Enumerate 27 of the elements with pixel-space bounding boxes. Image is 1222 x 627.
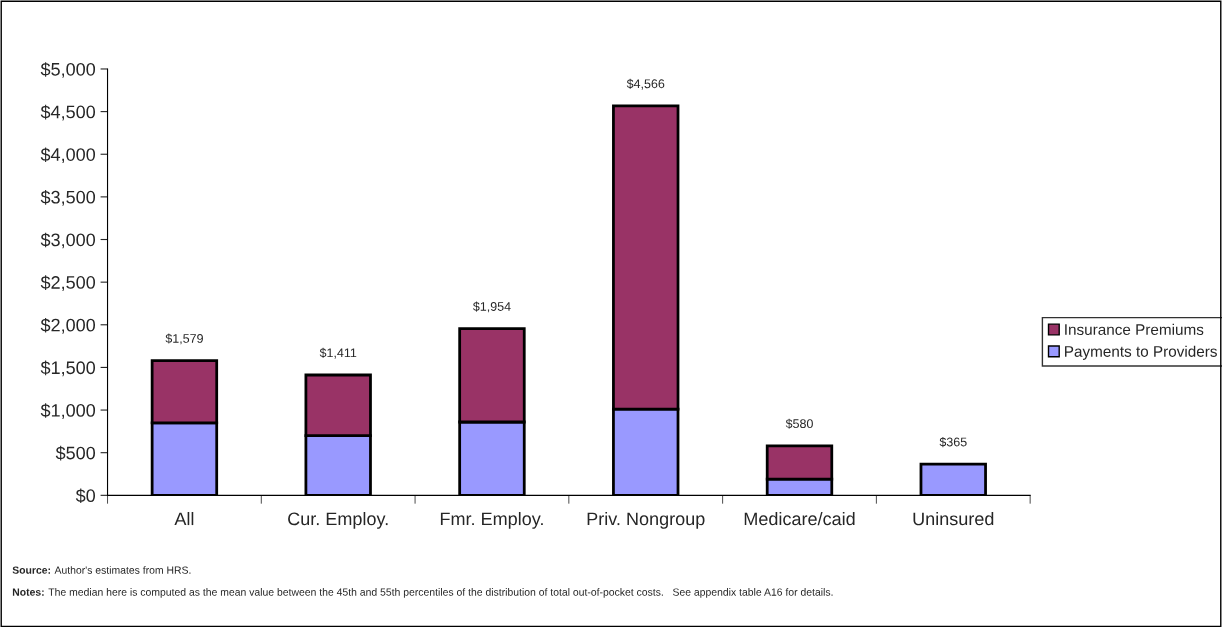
y-tick-label: $4,500: [40, 104, 96, 121]
y-tick-label: $5,000: [40, 62, 96, 78]
y-tick-label: $2,000: [40, 317, 96, 334]
y-tick-label: $0: [75, 488, 96, 504]
total-label: $365: [939, 437, 967, 448]
y-tick-label: $1,500: [40, 360, 96, 377]
total-label: $1,954: [472, 301, 511, 313]
legend-label: Insurance Premiums: [1065, 323, 1204, 335]
y-tick-label: $1,000: [40, 403, 96, 419]
source-note: Source: Author's estimates from HRS.: [12, 566, 191, 574]
x-tick-label: Uninsured: [913, 512, 994, 526]
y-tick-label: $500: [55, 445, 96, 461]
x-tick-label: Fmr. Employ.: [440, 512, 543, 529]
x-tick-label: All: [174, 512, 194, 526]
total-label: $1,411: [319, 347, 357, 359]
x-tick-label: Medicare/caid: [744, 512, 855, 526]
text: Notes: The median here is computed as the mean value between the 45th and 55th percentiles of the distribution of total out-of-pocket costs. See appendix table A16 for details.: [12, 588, 833, 598]
x-tick-label: Cur. Employ.: [288, 512, 388, 529]
y-tick-label: $2,500: [40, 275, 96, 291]
legend-label: Payments to Providers: [1065, 345, 1217, 360]
y-tick-label: $4,000: [40, 147, 96, 164]
total-label: $580: [785, 418, 813, 429]
y-tick-label: $3,500: [40, 190, 96, 206]
y-tick-label: $3,000: [40, 232, 96, 249]
x-tick-label: Priv. Nongroup: [587, 512, 705, 529]
total-label: $4,566: [626, 78, 665, 90]
total-label: $1,579: [165, 333, 203, 345]
